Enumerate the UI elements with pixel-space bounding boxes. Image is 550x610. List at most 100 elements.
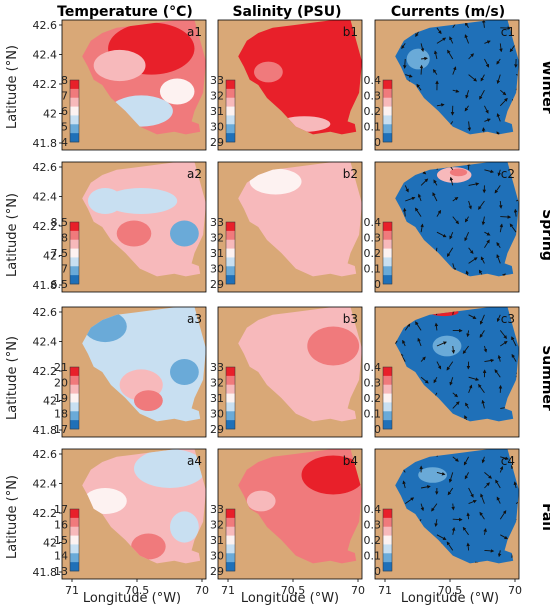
colorbar-segment [70,80,79,90]
colorbar-segment [70,375,79,386]
current-arrow [452,456,459,462]
current-arrow [405,196,416,202]
y-tick-label: 42.6 [33,306,58,319]
field-contour [254,61,283,83]
colorbar-segment [70,544,79,554]
colorbar-segment [383,402,392,412]
current-arrow [481,456,486,464]
field-contour [449,168,468,177]
current-arrow [404,185,409,193]
current-arrow [416,83,422,91]
field-contour [83,488,127,514]
colorbar-segment [226,367,235,377]
colorbar-tick-label: 0 [374,136,381,149]
colorbar-tick-label: 0.2 [364,247,382,260]
colorbar-segment [70,553,79,563]
colorbar-tick-label: 29 [210,136,224,149]
colorbar-segment [383,544,392,554]
current-arrow [420,223,424,233]
panel-grid: a18765442.642.442.24241.8b13332313029c10… [33,19,523,597]
current-arrow [402,207,407,217]
y-tick-label: 42.2 [33,78,58,91]
current-arrow [468,314,477,319]
current-arrow [479,330,485,338]
colorbar-segment [70,402,79,412]
colorbar-segment [383,222,392,232]
field-contour [170,511,199,543]
current-arrow [499,89,507,96]
colorbar-segment [383,115,392,125]
current-arrow [436,534,447,540]
season-label-summer: Summer [539,345,550,411]
colorbar-segment [226,411,235,421]
colorbar-segment [226,239,235,249]
colorbar-segment [70,275,79,285]
current-arrow [515,197,519,202]
colorbar-tick-label: 31 [210,247,224,260]
y-tick-label: 42.2 [33,365,58,378]
y-tick-label: 42 [43,108,57,121]
current-arrow [496,113,501,122]
current-arrow [480,256,485,264]
panel-label: c3 [501,312,515,326]
colorbar-segment [226,509,235,519]
current-arrow [511,336,517,347]
colorbar-segment [383,257,392,267]
current-arrow [500,534,509,540]
current-arrow [468,499,477,505]
colorbar-frame [382,366,393,430]
colorbar-tick-label: 32 [210,90,224,103]
y-tick-label: 41.8 [33,566,58,579]
current-arrow [434,519,438,527]
colorbar-segment [226,257,235,267]
colorbar-tick-label: 30 [210,550,224,563]
current-arrow [496,254,501,264]
current-arrow [432,68,438,75]
current-arrow [499,43,503,53]
colorbar-segment [226,230,235,241]
colorbar-segment [226,266,235,276]
y-tick-label: 42.4 [33,336,58,349]
current-arrow [513,481,518,489]
colorbar-tick-label: 16 [54,519,68,532]
current-arrow [484,358,495,363]
colorbar-frame [382,508,393,572]
colorbar-tick-label: 17 [54,503,68,516]
current-arrow [483,345,488,353]
colorbar-segment [226,222,235,232]
panel-label: b4 [343,454,358,468]
current-arrow [464,472,469,480]
colorbar-segment [226,115,235,125]
colorbar-segment [70,509,79,519]
colorbar-segment [226,124,235,134]
current-arrow [478,383,485,394]
current-arrow [464,34,470,44]
colorbar-tick-label: 33 [210,74,224,87]
colorbar-tick-label: 0.4 [364,216,382,229]
colorbar-tick-label: 0.1 [364,121,382,134]
current-arrow [449,36,454,44]
current-arrow [500,340,508,347]
current-arrow [464,232,470,242]
current-arrow [484,239,490,249]
colorbar-tick-label: 8.5 [51,216,69,229]
colorbar-segment [226,80,235,90]
y-tick-label: 42 [43,537,57,550]
water-field [395,162,519,277]
colorbar-segment [383,266,392,276]
colorbar-segment [383,124,392,134]
panel-frame [217,306,363,438]
panel-frame [61,448,207,580]
colorbar-segment [70,526,79,536]
current-arrow [499,97,508,107]
panel-frame [217,448,363,580]
current-arrow [480,74,485,82]
panel-label: a3 [187,312,202,326]
colorbar-segment [70,367,79,377]
current-arrow [468,53,474,60]
colorbar-frame [382,79,393,143]
colorbar-tick-label: 14 [54,550,68,563]
current-arrow [499,330,507,339]
current-arrow [465,270,470,277]
current-arrow [449,176,454,186]
